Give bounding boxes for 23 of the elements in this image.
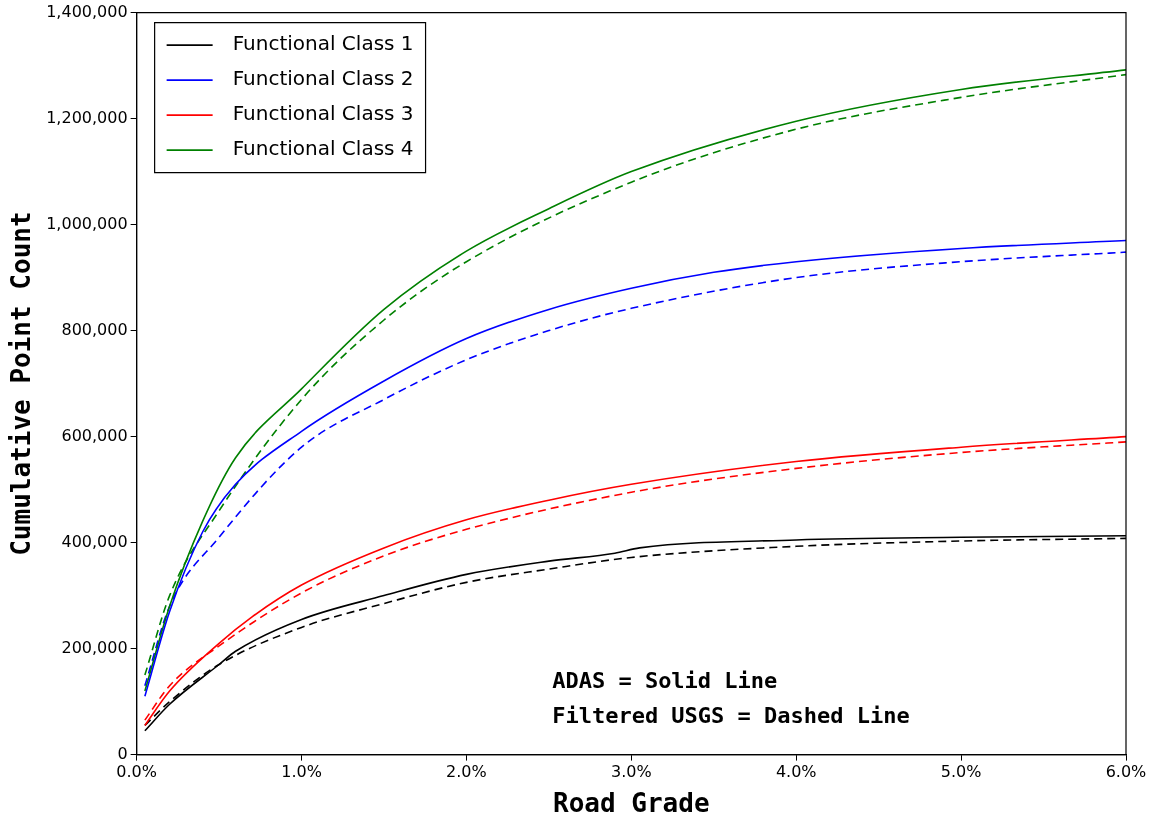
x-tick-label: 2.0% xyxy=(446,762,487,782)
y-tick-label: 400,000 xyxy=(61,531,128,551)
x-tick-label: 4.0% xyxy=(775,762,817,782)
legend-label: Functional Class 2 xyxy=(232,66,414,91)
y-tick-label: 1,400,000 xyxy=(46,1,128,21)
x-tick-label: 5.0% xyxy=(940,762,982,782)
x-tick-label: 3.0% xyxy=(610,762,652,782)
annotation: Filtered USGS = Dashed Line xyxy=(552,703,910,729)
y-tick-label: 200,000 xyxy=(61,637,128,657)
legend-label: Functional Class 4 xyxy=(232,136,414,161)
y-tick-label: 600,000 xyxy=(61,425,128,445)
x-tick-label: 6.0% xyxy=(1105,762,1147,782)
annotation: ADAS = Solid Line xyxy=(552,668,778,694)
x-tick-label: 1.0% xyxy=(281,762,322,782)
y-tick-label: 800,000 xyxy=(61,319,128,339)
x-tick-label: 0.0% xyxy=(116,762,157,782)
y-tick-label: 1,200,000 xyxy=(46,107,128,127)
x-axis-title: Road Grade xyxy=(553,788,710,819)
legend-label: Functional Class 3 xyxy=(232,101,414,126)
y-axis-title: Cumulative Point Count xyxy=(6,211,37,556)
y-tick-label: 1,000,000 xyxy=(46,213,128,233)
legend-label: Functional Class 1 xyxy=(232,31,414,56)
y-tick-label: 0 xyxy=(117,743,128,763)
